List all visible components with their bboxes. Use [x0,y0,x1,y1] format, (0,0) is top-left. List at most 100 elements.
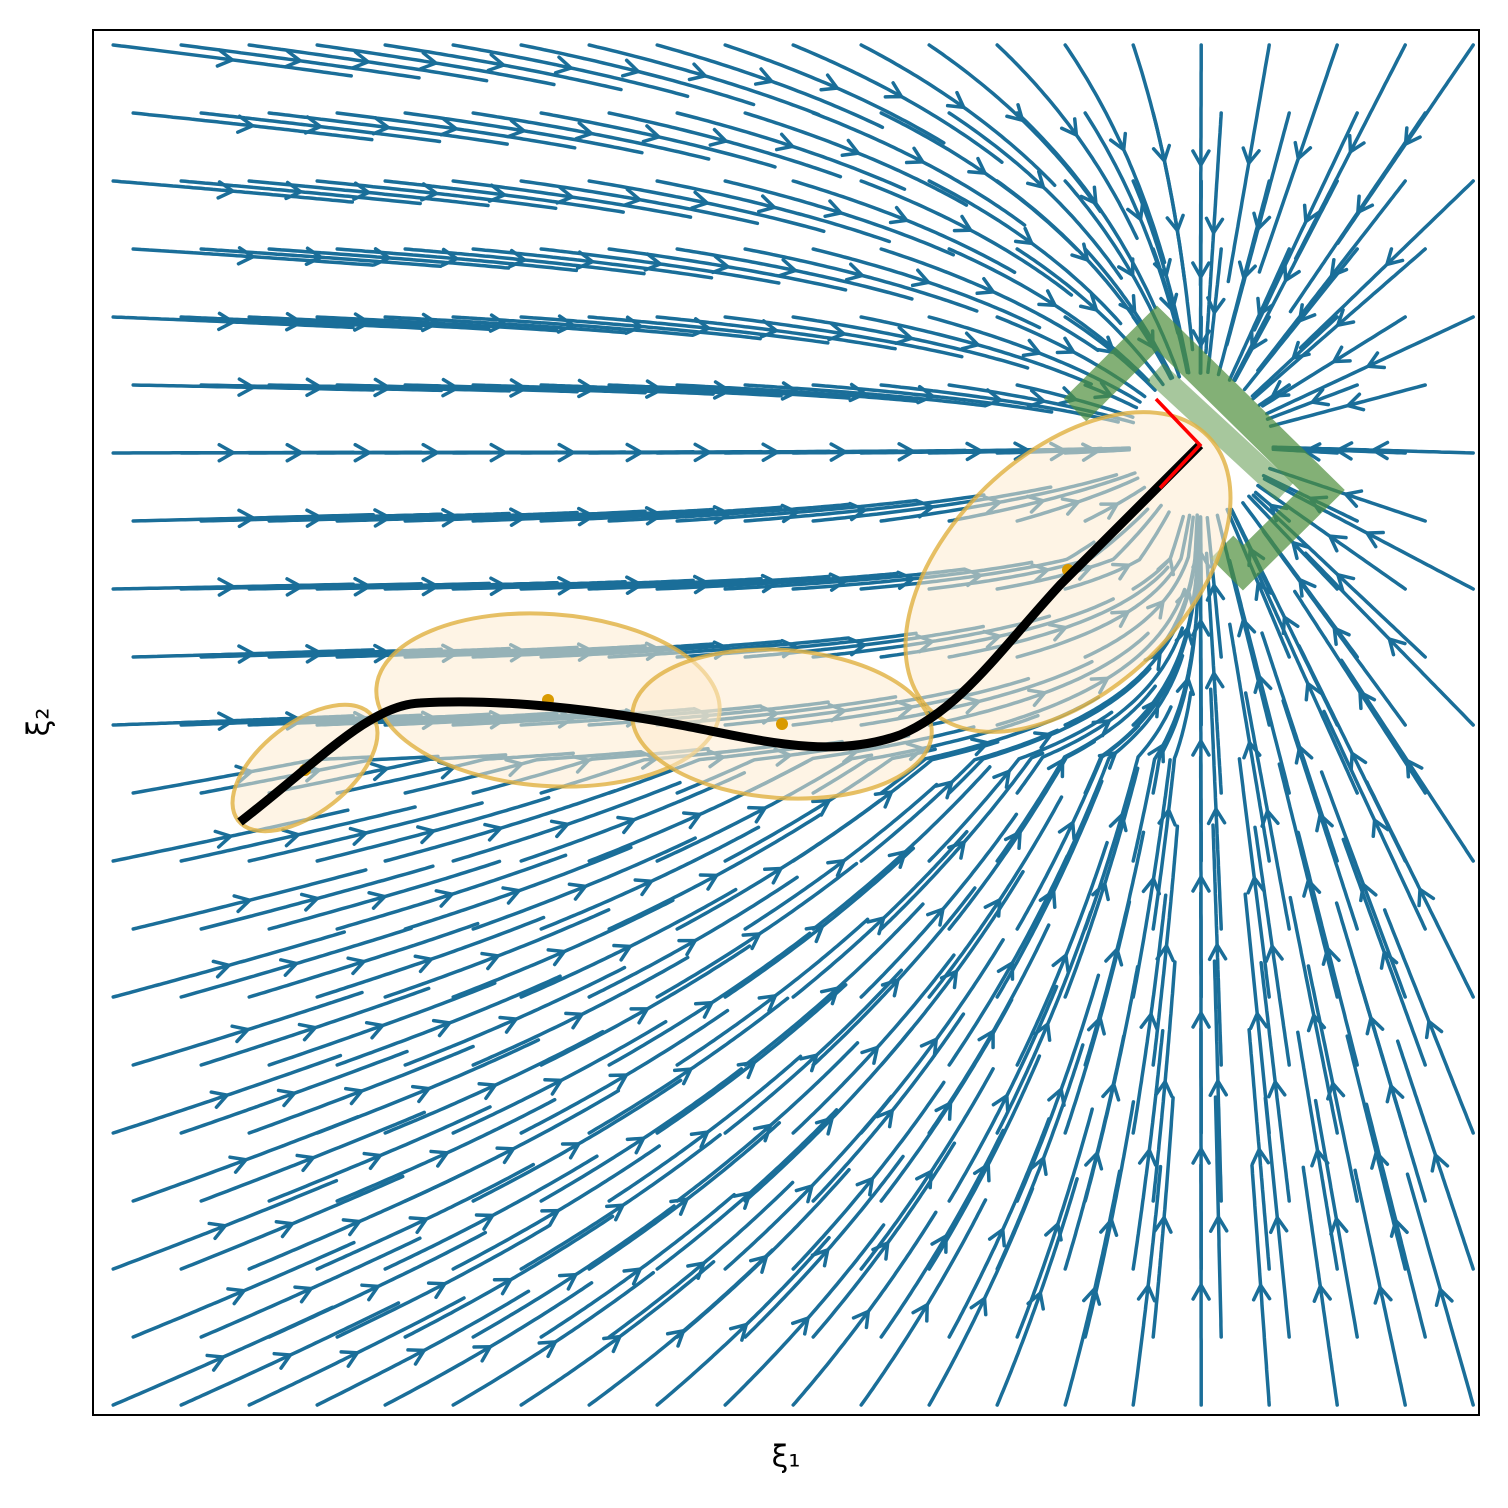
stream-arrow [1253,673,1273,695]
stream-arrow [226,1287,248,1306]
stream-arrow [537,1340,559,1359]
stream-arrow [608,1073,630,1091]
stream-arrow [1059,117,1079,138]
stream-arrow [622,1267,644,1286]
stream-arrow [1430,1151,1450,1173]
stream-arrow [1347,133,1366,155]
stream-arrow [429,1149,451,1168]
stream-arrow [911,1301,930,1323]
stream-arrow [431,1018,453,1038]
stream-arrow [1191,329,1211,349]
stream-arrow [1013,226,1035,246]
stream-arrow [1363,530,1385,549]
stream-arrow [1283,262,1301,284]
streamline [451,780,682,863]
stream-arrow [509,507,529,527]
y-axis-label: ξ₂ [22,708,57,737]
stream-arrow [774,132,796,152]
stream-arrow [910,268,932,288]
stream-arrow [567,882,589,901]
stream-arrow [1191,261,1211,281]
stream-arrow [947,839,967,860]
stream-arrow [413,954,435,974]
x-axis-label: ξ₁ [772,1440,801,1475]
streamline [383,908,611,999]
stream-arrow [1370,1149,1390,1170]
stream-arrow [369,761,391,782]
stream-arrow [1057,819,1076,841]
stream-arrow [1097,750,1119,770]
stream-arrow [1191,1281,1211,1301]
streamline [403,1214,615,1339]
stream-arrow [1385,1082,1405,1104]
stream-arrow [1154,1078,1174,1098]
stream-arrow [492,1277,514,1296]
stream-arrow [1293,140,1313,162]
stream-arrow [1249,330,1268,352]
stream-arrow [213,829,235,849]
stream-arrow [367,891,389,910]
stream-arrow [693,1000,715,1019]
stream-arrow [1051,952,1070,974]
stream-arrow [1191,873,1211,893]
stream-arrow [1364,351,1387,370]
stream-arrow [970,737,991,757]
streamline [1083,830,1146,1067]
streamline [315,1289,531,1407]
stream-arrow [736,1060,758,1080]
stream-arrow [1191,737,1211,757]
stream-arrow [1026,388,1048,409]
stream-arrow [794,1183,815,1204]
stream-arrow [1241,146,1261,167]
stream-arrow [1141,697,1160,719]
stream-arrow [1344,392,1366,412]
stream-arrow [1078,292,1099,313]
stream-arrow [748,1254,769,1274]
stream-arrow [926,906,946,927]
streamline [859,179,1074,297]
stream-arrow [279,958,300,977]
stream-arrow [1315,811,1334,833]
stream-arrow [728,1322,749,1342]
stream-arrow [1206,805,1227,826]
stream-arrow [992,768,1012,790]
stream-arrow [1349,750,1368,772]
stream-arrow [814,1115,835,1136]
stream-arrow [1153,1213,1173,1234]
stream-arrow [1256,296,1275,318]
stream-arrow [1248,1010,1269,1031]
streamline [927,923,1051,1135]
stream-arrow [686,1260,707,1281]
stream-arrow [883,81,905,99]
stream-arrow [1205,669,1225,690]
stream-arrow [860,1044,880,1065]
stream-arrow [205,1353,227,1372]
stream-arrow [577,506,597,527]
stream-arrow [1026,1289,1045,1311]
stream-arrow [747,805,769,824]
stream-arrow [1033,1020,1052,1042]
stream-arrow [880,977,901,998]
stream-arrow [1037,289,1059,308]
stream-arrow [620,58,642,78]
stream-arrow [549,819,571,839]
stream-arrow [237,644,257,664]
stream-arrow [410,1084,432,1104]
stream-arrow [553,55,575,75]
stream-arrow [823,199,845,219]
stream-arrow [1055,336,1077,355]
stream-arrow [348,826,370,846]
stream-arrow [732,1190,753,1210]
stream-arrow [441,507,461,528]
stream-arrow [1118,294,1137,315]
stream-arrow [364,1020,386,1040]
streamline [335,974,562,1067]
stream-arrow [643,252,664,272]
stream-arrow [1304,680,1323,702]
stream-arrow [1384,247,1405,267]
stream-arrow [1329,258,1349,279]
stream-arrow [211,959,233,979]
stream-arrow [1268,1214,1289,1235]
stream-arrow [215,48,236,68]
